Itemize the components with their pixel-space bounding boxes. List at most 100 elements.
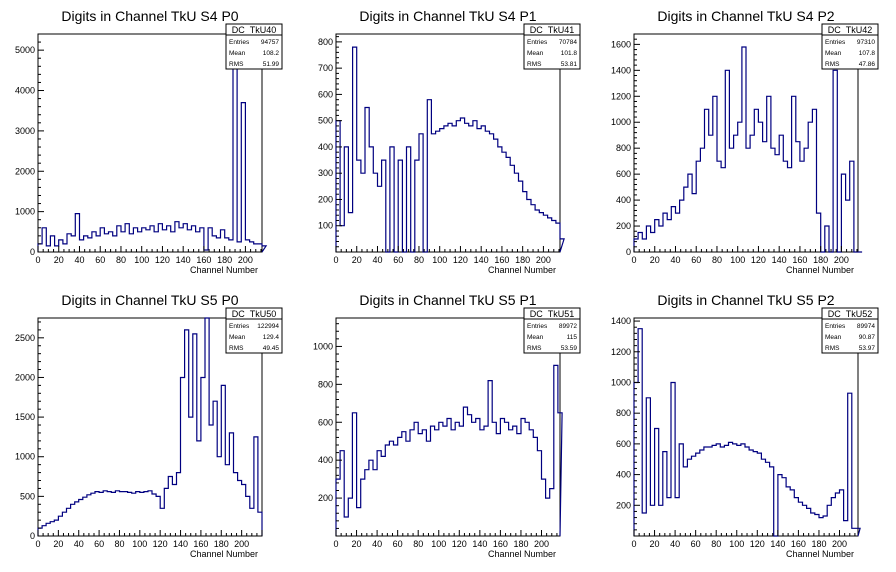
histogram-line — [37, 317, 263, 536]
stats-box-frame — [523, 307, 581, 354]
y-tick-label: 1200 — [611, 347, 631, 357]
chart-title: Digits in Channel TkU S5 P1 — [359, 292, 536, 308]
y-tick-label: 400 — [616, 195, 631, 205]
stats-value: 97310 — [857, 39, 875, 46]
x-tick-label: 20 — [352, 539, 362, 549]
x-tick-label: 160 — [196, 255, 211, 265]
x-tick-label: 120 — [155, 255, 170, 265]
x-tick-label: 100 — [730, 255, 745, 265]
stats-value: 94757 — [261, 39, 279, 46]
x-tick-label: 120 — [750, 539, 765, 549]
y-tick-label: 200 — [318, 194, 333, 204]
x-tick-label: 200 — [536, 255, 551, 265]
x-tick-label: 180 — [214, 539, 229, 549]
x-tick-label: 0 — [631, 539, 636, 549]
histogram-line — [633, 328, 861, 537]
y-tick-label: 600 — [616, 169, 631, 179]
x-tick-label: 80 — [114, 539, 124, 549]
y-tick-label: 1600 — [611, 39, 631, 49]
x-tick-label: 0 — [35, 255, 40, 265]
stats-box-name: DC_TkU42 — [828, 25, 873, 35]
stats-value: 89972 — [559, 323, 577, 330]
x-tick-label: 100 — [432, 255, 447, 265]
stats-box: DC_TkU40 Entries 94757 Mean 108.2 RMS 51.99 — [225, 23, 283, 70]
stats-box: DC_TkU52 Entries 89974 Mean 90.87 RMS 53.97 — [821, 307, 879, 354]
stats-value: 89974 — [857, 323, 875, 330]
stats-box-frame — [225, 23, 283, 70]
x-tick-label: 40 — [670, 255, 680, 265]
x-tick-label: 80 — [711, 539, 721, 549]
x-tick-label: 200 — [832, 539, 847, 549]
x-tick-label: 140 — [772, 255, 787, 265]
y-tick-label: 1400 — [611, 316, 631, 326]
stats-value: 53.59 — [561, 345, 578, 352]
x-tick-label: 200 — [234, 539, 249, 549]
y-tick-label: 0 — [30, 531, 35, 541]
y-tick-label: 800 — [616, 408, 631, 418]
x-tick-label: 40 — [372, 539, 382, 549]
y-tick-label: 0 — [30, 247, 35, 257]
chart-panel-5: Digits in Channel TkU S5 P1 0 20 40 60 80 100 1… — [313, 292, 581, 559]
y-tick-label: 800 — [616, 143, 631, 153]
chart-title: Digits in Channel TkU S4 P1 — [359, 8, 536, 24]
x-axis-label: Channel Number — [786, 549, 854, 559]
stats-value: 129.4 — [263, 334, 280, 341]
x-tick-label: 60 — [393, 539, 403, 549]
x-tick-label: 140 — [176, 255, 191, 265]
y-tick-label: 1000 — [611, 117, 631, 127]
x-tick-label: 140 — [173, 539, 188, 549]
y-tick-label: 400 — [318, 142, 333, 152]
stats-value: 107.8 — [859, 50, 876, 57]
chart-title: Digits in Channel TkU S4 P0 — [61, 8, 238, 24]
stats-label: Mean — [825, 50, 842, 57]
x-tick-label: 80 — [712, 255, 722, 265]
stats-value: 108.2 — [263, 50, 280, 57]
y-tick-label: 700 — [318, 63, 333, 73]
stats-box-name: DC_TkU40 — [232, 25, 277, 35]
stats-label: RMS — [229, 345, 244, 352]
chart-panel-2: Digits in Channel TkU S4 P1 0 20 40 60 80 100 1… — [318, 8, 581, 275]
chart-panel-4: Digits in Channel TkU S5 P0 0 20 40 60 80 100 1… — [15, 292, 283, 559]
stats-box: DC_TkU41 Entries 70784 Mean 101.8 RMS 53.81 — [523, 23, 581, 70]
y-tick-label: 200 — [318, 493, 333, 503]
x-tick-label: 180 — [513, 539, 528, 549]
x-tick-label: 60 — [393, 255, 403, 265]
y-tick-label: 600 — [318, 417, 333, 427]
x-tick-label: 40 — [74, 539, 84, 549]
x-tick-label: 200 — [238, 255, 253, 265]
x-axis-label: Channel Number — [786, 265, 854, 275]
x-tick-label: 60 — [95, 255, 105, 265]
plot-frame — [335, 317, 561, 537]
plot-frame — [37, 33, 263, 253]
x-tick-label: 160 — [493, 539, 508, 549]
chart-title: Digits in Channel TkU S5 P0 — [61, 292, 238, 308]
stats-box-frame — [821, 23, 879, 70]
x-tick-label: 180 — [217, 255, 232, 265]
x-tick-label: 180 — [813, 255, 828, 265]
x-tick-label: 160 — [792, 255, 807, 265]
x-tick-label: 180 — [515, 255, 530, 265]
stats-label: Entries — [229, 39, 250, 46]
stats-value: 53.81 — [561, 61, 578, 68]
x-tick-label: 60 — [94, 539, 104, 549]
y-tick-label: 5000 — [15, 45, 35, 55]
y-tick-label: 100 — [318, 221, 333, 231]
stats-label: Entries — [229, 323, 250, 330]
stats-label: Mean — [527, 334, 544, 341]
y-tick-label: 2500 — [15, 333, 35, 343]
y-tick-label: 300 — [318, 168, 333, 178]
stats-box: DC_TkU50 Entries 122994 Mean 129.4 RMS 49.45 — [225, 307, 283, 354]
x-tick-label: 120 — [751, 255, 766, 265]
x-tick-label: 160 — [193, 539, 208, 549]
stats-label: RMS — [825, 345, 840, 352]
x-tick-label: 0 — [35, 539, 40, 549]
histogram-line — [335, 46, 565, 253]
y-tick-label: 800 — [318, 379, 333, 389]
y-tick-label: 600 — [318, 89, 333, 99]
y-tick-label: 1500 — [15, 412, 35, 422]
stats-label: Mean — [527, 50, 544, 57]
x-tick-label: 60 — [691, 255, 701, 265]
stats-box-frame — [225, 307, 283, 354]
x-tick-label: 100 — [431, 539, 446, 549]
y-tick-label: 1400 — [611, 65, 631, 75]
